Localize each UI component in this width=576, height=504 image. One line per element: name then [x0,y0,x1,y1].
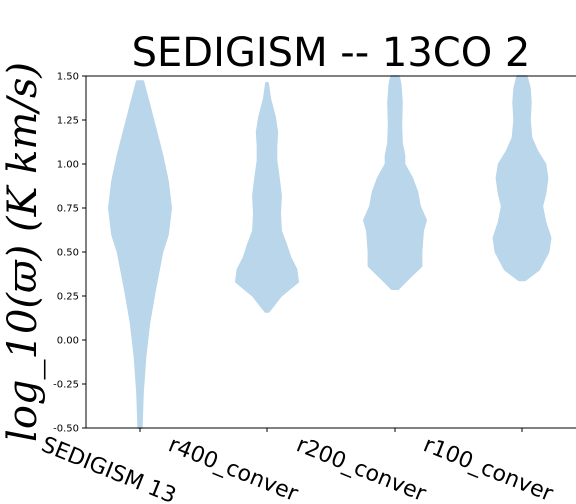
y-tick-label: 1.25 [57,116,79,127]
violin-body [492,75,552,282]
y-tick-label: 0.50 [57,248,79,259]
violin-body [363,75,427,290]
y-tick-label: 0.25 [57,292,79,303]
x-category-label: SEDIGISM 13 [38,432,180,504]
y-tick-label: 0.75 [57,204,79,215]
violin-body [235,82,299,313]
violin-body [108,80,172,429]
y-axis-ticks: -0.50 -0.25 0.00 0.25 0.50 0.75 1.00 1.25 1.50 [53,72,86,435]
y-axis-label-text: log_10(ϖ) (K km/s) [0,62,46,442]
y-tick-label: 1.50 [57,72,79,83]
y-tick-label: -0.50 [53,424,79,435]
y-tick-label: -0.25 [53,380,79,391]
x-category-label: r200_conver [293,432,430,504]
violins-layer [108,75,552,429]
chart-title: SEDIGISM -- 13CO 2 [132,30,531,76]
y-tick-label: 1.00 [57,160,79,171]
x-axis-ticks: SEDIGISM 13r400_converr200_converr100_co… [38,428,557,504]
x-category-label: r100_conver [420,432,557,504]
x-category-label: r400_conver [165,432,302,504]
y-axis-label: log_10(ϖ) (K km/s) [0,62,46,442]
y-tick-label: 0.00 [57,336,79,347]
